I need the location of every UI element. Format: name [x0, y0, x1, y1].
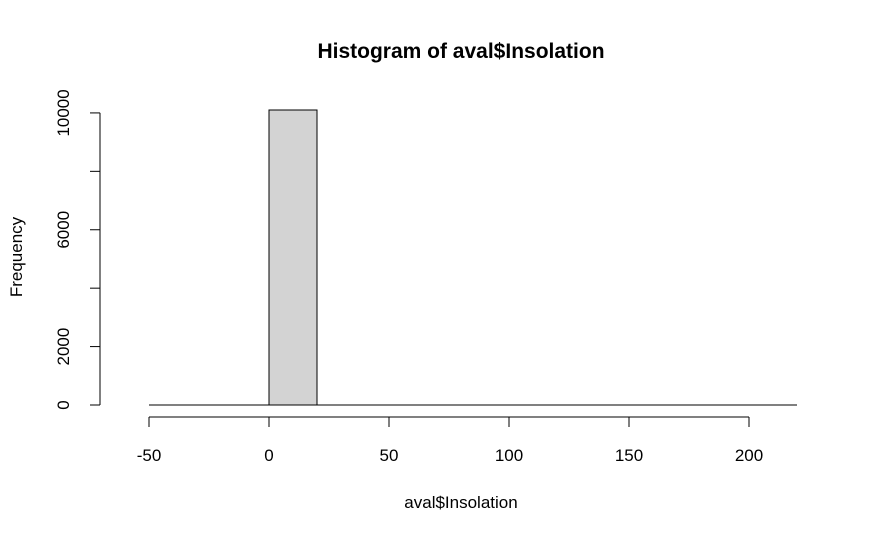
chart-title: Histogram of aval$Insolation — [317, 40, 604, 63]
histogram-bar-1 — [268, 109, 318, 406]
x-tick-label-0: -50 — [137, 446, 162, 465]
histogram-bars — [149, 109, 797, 406]
x-axis: -50 0 50 100 150 200 — [137, 416, 763, 465]
x-tick-label-4: 150 — [615, 446, 643, 465]
y-tick-label-5: 10000 — [54, 89, 73, 136]
y-axis: 0 2000 6000 10000 — [54, 89, 101, 410]
y-tick-label-3: 6000 — [54, 211, 73, 249]
x-tick-label-2: 50 — [380, 446, 399, 465]
x-tick-label-3: 100 — [495, 446, 523, 465]
y-tick-label-1: 2000 — [54, 328, 73, 366]
x-tick-label-1: 0 — [264, 446, 273, 465]
x-tick-label-5: 200 — [735, 446, 763, 465]
y-tick-label-0: 0 — [54, 400, 73, 409]
y-axis-label: Frequency — [7, 216, 26, 297]
x-axis-label: aval$Insolation — [404, 493, 517, 512]
